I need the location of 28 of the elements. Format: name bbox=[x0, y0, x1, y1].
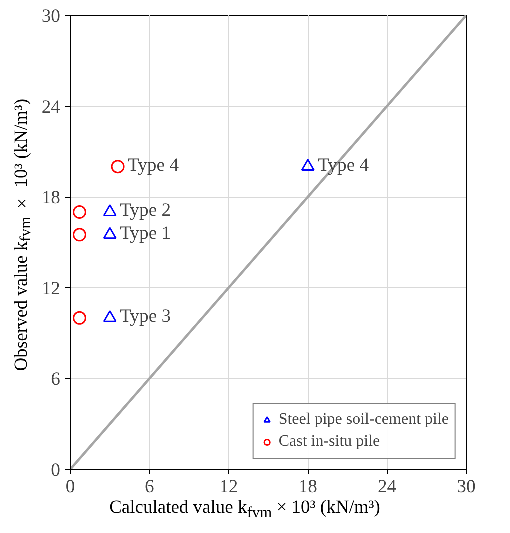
y-tick-label: 6 bbox=[51, 369, 60, 390]
annotation: Type 4 bbox=[318, 154, 370, 176]
x-tick-label: 24 bbox=[378, 476, 398, 498]
point bbox=[72, 311, 86, 325]
point bbox=[103, 204, 117, 216]
y-tick-label: 0 bbox=[51, 460, 60, 481]
point bbox=[111, 160, 125, 174]
point bbox=[72, 228, 86, 242]
y-tick-label: 24 bbox=[42, 96, 62, 118]
legend-label: Cast in-situ pile bbox=[278, 433, 380, 451]
x-tick-label: 6 bbox=[145, 476, 154, 498]
annotation: Type 4 bbox=[128, 154, 180, 176]
point bbox=[301, 159, 315, 172]
annotation: Type 1 bbox=[120, 222, 172, 244]
annotation: Type 3 bbox=[120, 306, 172, 328]
point bbox=[103, 310, 117, 322]
point bbox=[103, 227, 117, 240]
y-tick-label: 18 bbox=[42, 188, 60, 209]
legend-label: Steel pipe soil-cement pile bbox=[278, 411, 449, 429]
point bbox=[72, 205, 86, 219]
y-tick-label: 12 bbox=[42, 278, 60, 300]
x-tick-label: 12 bbox=[220, 476, 238, 498]
x-tick-label: 0 bbox=[66, 476, 76, 498]
x-tick-label: 30 bbox=[457, 476, 476, 498]
annotation: Type 2 bbox=[120, 200, 172, 222]
x-tick-label: 18 bbox=[298, 476, 318, 498]
x-axis-title: Calculated value k$_{fvm}$ × 10³ (kN/m³) bbox=[110, 498, 380, 522]
y-tick-label: 30 bbox=[42, 6, 60, 27]
